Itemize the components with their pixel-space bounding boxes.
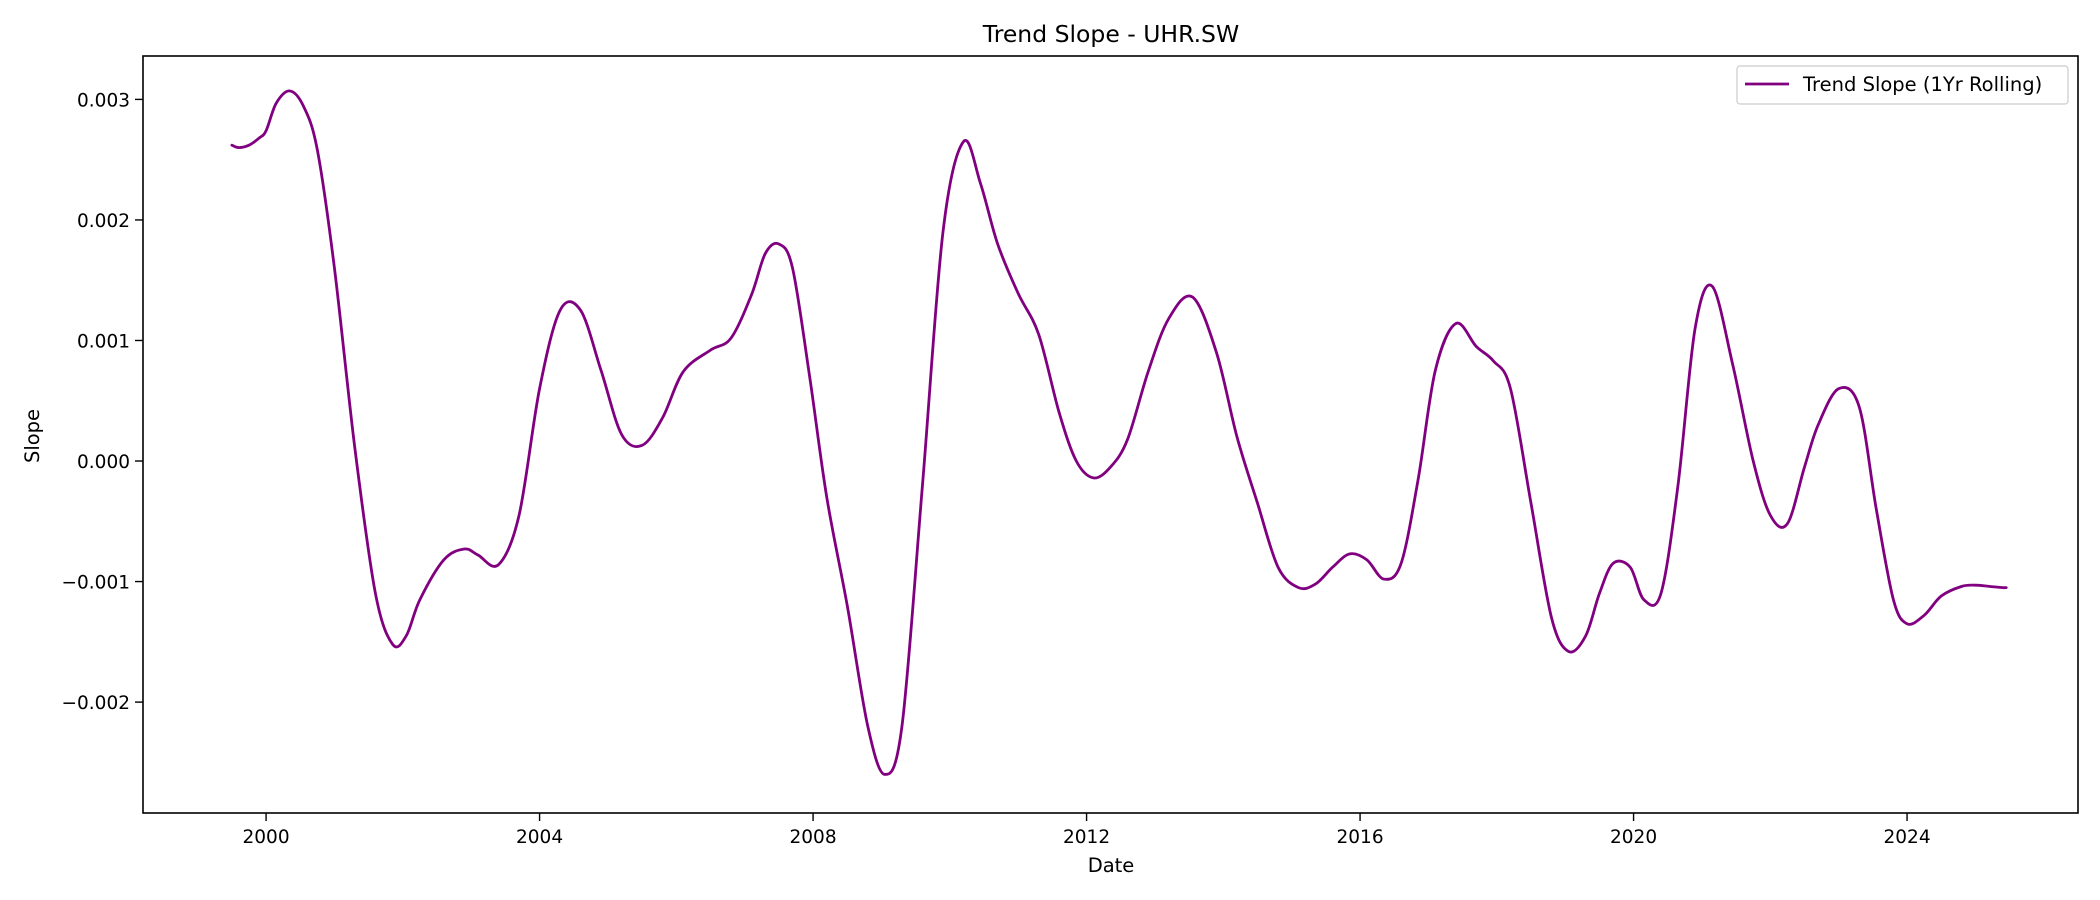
y-tick-label: −0.001 xyxy=(62,573,130,594)
x-tick-label: 2000 xyxy=(243,827,290,848)
x-axis: 2000 2004 2008 2012 2016 2020 2024 xyxy=(243,813,1931,848)
legend-label: Trend Slope (1Yr Rolling) xyxy=(1802,73,2042,96)
y-tick-label: 0.000 xyxy=(77,452,130,473)
plot-area xyxy=(142,55,2079,814)
series-line xyxy=(230,89,2008,776)
chart-title: Trend Slope - UHR.SW xyxy=(982,20,1239,48)
x-tick-label: 2016 xyxy=(1337,827,1384,848)
x-tick-label: 2004 xyxy=(516,827,563,848)
y-axis: −0.002 −0.001 0.000 0.001 0.002 0.003 xyxy=(62,90,143,714)
x-tick-label: 2008 xyxy=(790,827,837,848)
y-tick-label: 0.001 xyxy=(77,331,130,352)
legend-box xyxy=(1736,65,2069,105)
y-tick-label: 0.002 xyxy=(77,211,130,232)
x-tick-label: 2024 xyxy=(1884,827,1931,848)
x-tick-label: 2012 xyxy=(1063,827,1110,848)
x-axis-label: Date xyxy=(1088,854,1135,877)
y-tick-label: 0.003 xyxy=(77,90,130,111)
y-axis-label: Slope xyxy=(21,409,44,463)
legend: Trend Slope (1Yr Rolling) xyxy=(1736,65,2069,105)
x-tick-label: 2020 xyxy=(1610,827,1657,848)
y-tick-label: −0.002 xyxy=(62,693,130,714)
series-layer xyxy=(230,89,2008,776)
